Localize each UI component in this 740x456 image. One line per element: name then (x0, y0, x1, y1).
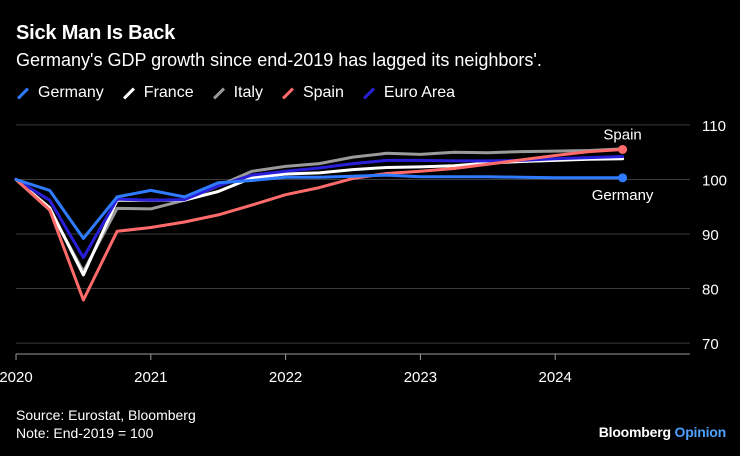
y-tick-label-80: 80 (702, 282, 719, 299)
y-tick-label-100: 100 (702, 172, 727, 189)
brand-logo: Bloomberg Opinion (599, 424, 726, 440)
chart-subtitle: Germany's GDP growth since end-2019 has … (16, 50, 542, 70)
series-line-spain (14, 148, 625, 302)
chart-title: Sick Man Is Back (16, 22, 176, 44)
x-tick-label-2024: 2024 (539, 369, 572, 386)
y-tick-label-110: 110 (702, 118, 726, 135)
legend-label-italy: Italy (233, 84, 263, 101)
x-tick-label-2022: 2022 (269, 369, 302, 386)
series-line-germany (14, 173, 625, 240)
legend-item-italy: Italy (212, 84, 263, 102)
x-tick-label-2023: 2023 (404, 369, 437, 386)
legend-label-euro-area: Euro Area (383, 84, 456, 101)
y-tick-label-70: 70 (702, 336, 719, 353)
legend-item-france: France (122, 84, 194, 102)
chart-legend: Germany France Italy Spain Euro Area (16, 84, 455, 102)
end-dot-spain (618, 144, 628, 154)
index-note: Note: End-2019 = 100 (16, 425, 154, 441)
brand-name: Bloomberg (598, 424, 671, 440)
legend-item-spain: Spain (281, 84, 344, 102)
brand-section: Opinion (674, 424, 727, 440)
x-tick-label-2021: 2021 (134, 369, 167, 386)
end-dot-germany (618, 173, 628, 183)
annotation-germany: Germany (592, 187, 654, 204)
series-line-italy (14, 147, 625, 274)
legend-item-euro-area: Euro Area (362, 84, 455, 102)
chart-footer: Source: Eurostat, Bloomberg Note: End-20… (16, 406, 196, 442)
annotation-spain: Spain (603, 126, 641, 143)
x-tick-label-2020: 2020 (0, 369, 33, 386)
y-tick-label-90: 90 (702, 227, 719, 244)
legend-item-germany: Germany (16, 84, 104, 102)
legend-label-spain: Spain (302, 84, 344, 101)
legend-label-france: France (143, 84, 194, 101)
source-note: Source: Eurostat, Bloomberg (16, 407, 196, 423)
legend-label-germany: Germany (38, 84, 104, 101)
